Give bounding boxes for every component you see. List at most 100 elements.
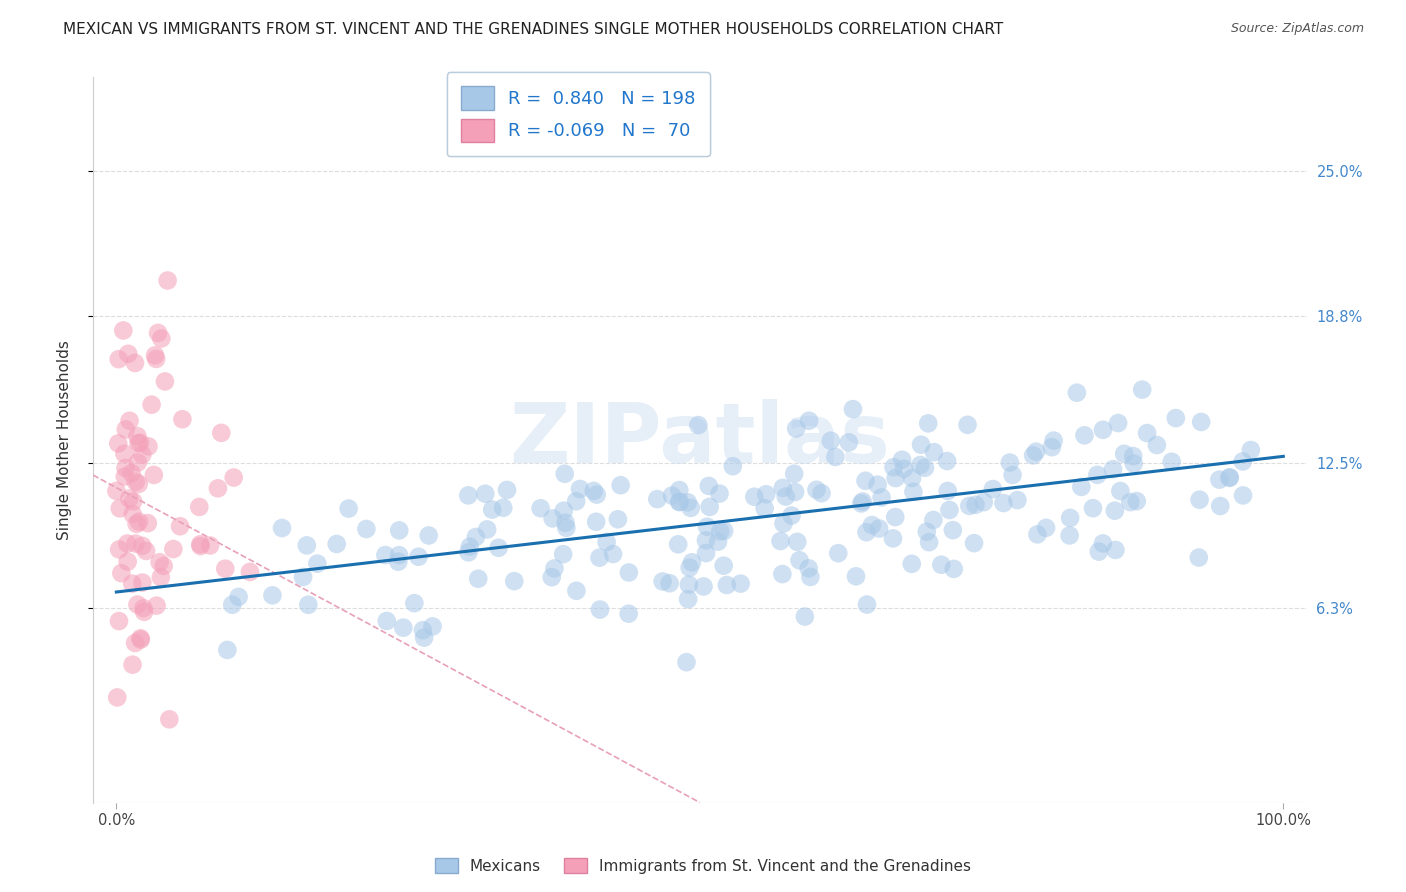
Point bbox=[647, 492, 669, 507]
Point bbox=[783, 467, 806, 481]
Point bbox=[870, 491, 893, 505]
Point bbox=[108, 614, 131, 628]
Point bbox=[121, 576, 143, 591]
Point bbox=[915, 524, 938, 539]
Point bbox=[188, 537, 211, 551]
Point bbox=[1059, 511, 1081, 525]
Point bbox=[172, 412, 194, 426]
Point bbox=[918, 535, 941, 549]
Y-axis label: Single Mother Households: Single Mother Households bbox=[58, 340, 72, 540]
Point bbox=[124, 356, 146, 370]
Point bbox=[820, 434, 842, 448]
Point bbox=[868, 522, 890, 536]
Point bbox=[127, 598, 149, 612]
Point bbox=[661, 489, 683, 503]
Legend: Mexicans, Immigrants from St. Vincent and the Grenadines: Mexicans, Immigrants from St. Vincent an… bbox=[429, 852, 977, 880]
Point bbox=[464, 530, 486, 544]
Point bbox=[1136, 425, 1159, 440]
Point bbox=[963, 536, 986, 550]
Point bbox=[942, 523, 965, 537]
Point bbox=[356, 522, 378, 536]
Point bbox=[145, 599, 167, 613]
Point bbox=[1146, 438, 1168, 452]
Point bbox=[141, 398, 163, 412]
Point bbox=[149, 555, 172, 569]
Point bbox=[388, 548, 411, 562]
Point bbox=[856, 598, 879, 612]
Point bbox=[910, 438, 932, 452]
Point bbox=[127, 429, 149, 443]
Point bbox=[1218, 471, 1240, 485]
Point bbox=[207, 481, 229, 495]
Point bbox=[131, 448, 153, 462]
Point bbox=[108, 542, 131, 557]
Point bbox=[709, 486, 731, 500]
Point bbox=[553, 504, 575, 518]
Point bbox=[1122, 449, 1144, 463]
Point bbox=[901, 471, 924, 485]
Point bbox=[679, 500, 702, 515]
Point bbox=[1001, 467, 1024, 482]
Point bbox=[404, 596, 426, 610]
Point bbox=[1007, 493, 1029, 508]
Point bbox=[131, 539, 153, 553]
Point bbox=[606, 512, 628, 526]
Point bbox=[845, 569, 868, 583]
Point bbox=[496, 483, 519, 497]
Point bbox=[262, 588, 284, 602]
Point bbox=[418, 528, 440, 542]
Point bbox=[105, 483, 128, 498]
Point bbox=[884, 471, 907, 485]
Point bbox=[122, 494, 145, 508]
Point bbox=[125, 516, 148, 531]
Point bbox=[789, 553, 811, 567]
Point bbox=[855, 474, 877, 488]
Point bbox=[884, 510, 907, 524]
Point bbox=[422, 619, 444, 633]
Point bbox=[131, 575, 153, 590]
Point bbox=[810, 486, 832, 500]
Point bbox=[387, 555, 409, 569]
Point bbox=[458, 540, 481, 554]
Point bbox=[668, 483, 690, 497]
Point bbox=[565, 494, 588, 508]
Point bbox=[297, 598, 319, 612]
Point bbox=[1189, 415, 1212, 429]
Point bbox=[392, 621, 415, 635]
Point bbox=[772, 481, 794, 495]
Point bbox=[1059, 528, 1081, 542]
Point bbox=[775, 490, 797, 504]
Point bbox=[658, 576, 681, 591]
Point bbox=[1109, 483, 1132, 498]
Point bbox=[222, 470, 245, 484]
Point bbox=[142, 467, 165, 482]
Point bbox=[337, 501, 360, 516]
Point bbox=[695, 546, 717, 560]
Point bbox=[678, 577, 700, 591]
Point bbox=[998, 456, 1021, 470]
Point bbox=[838, 435, 860, 450]
Point bbox=[1119, 495, 1142, 509]
Point bbox=[162, 542, 184, 557]
Point bbox=[157, 712, 180, 726]
Point bbox=[112, 447, 135, 461]
Point bbox=[785, 421, 807, 435]
Point bbox=[742, 490, 765, 504]
Point bbox=[676, 592, 699, 607]
Point bbox=[851, 496, 873, 510]
Point bbox=[957, 499, 980, 513]
Point bbox=[713, 524, 735, 538]
Point bbox=[769, 534, 792, 549]
Point bbox=[695, 533, 717, 548]
Point bbox=[124, 636, 146, 650]
Point bbox=[1219, 470, 1241, 484]
Point bbox=[1025, 444, 1047, 458]
Point bbox=[408, 549, 430, 564]
Point bbox=[543, 561, 565, 575]
Point bbox=[128, 515, 150, 529]
Text: MEXICAN VS IMMIGRANTS FROM ST. VINCENT AND THE GRENADINES SINGLE MOTHER HOUSEHOL: MEXICAN VS IMMIGRANTS FROM ST. VINCENT A… bbox=[63, 22, 1004, 37]
Point bbox=[541, 511, 564, 525]
Point bbox=[797, 561, 820, 575]
Point bbox=[860, 518, 883, 533]
Point bbox=[467, 572, 489, 586]
